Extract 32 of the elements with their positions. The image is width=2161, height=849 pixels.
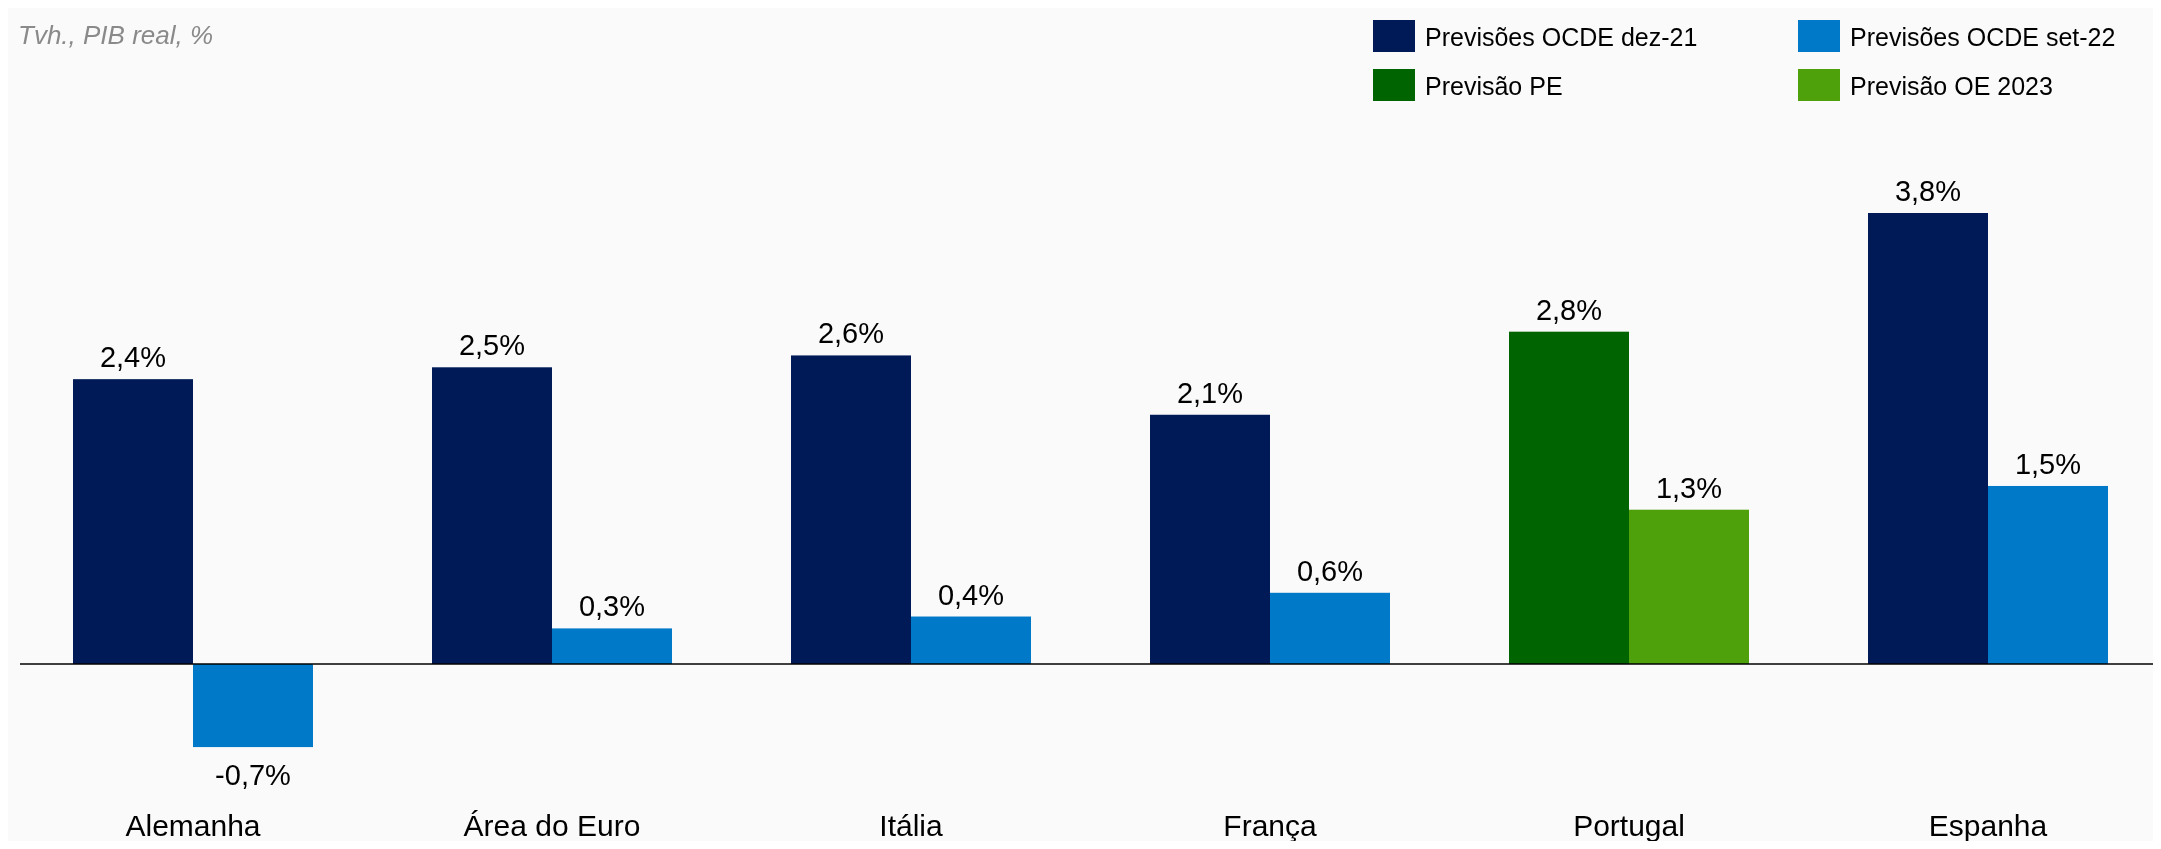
bar	[73, 379, 193, 664]
x-tick-label: Alemanha	[125, 809, 261, 842]
bar	[552, 628, 672, 664]
bar	[1150, 414, 1270, 664]
bar	[1868, 213, 1988, 664]
bar	[432, 367, 552, 664]
bar	[193, 664, 313, 748]
data-label: 2,8%	[1535, 293, 1603, 326]
data-label: 0,6%	[1296, 554, 1364, 587]
data-label: 1,3%	[1655, 471, 1723, 504]
data-label: 3,8%	[1894, 175, 1962, 207]
bar	[1988, 485, 2108, 664]
bar	[1509, 331, 1629, 664]
legend-label: Previsão PE	[1425, 72, 1563, 100]
bar	[791, 355, 911, 664]
data-label: 2,6%	[817, 317, 885, 350]
bar	[1270, 592, 1390, 664]
x-tick-label: Área do Euro	[463, 809, 641, 842]
data-label: 2,4%	[99, 341, 167, 374]
data-label: 1,5%	[2014, 447, 2082, 480]
chart-title: Tvh., PIB real, %	[18, 20, 214, 50]
data-label: 2,1%	[1176, 376, 1244, 409]
bar	[1629, 509, 1749, 664]
legend-label: Previsão OE 2023	[1850, 72, 2053, 100]
data-label: 0,4%	[937, 578, 1005, 611]
data-label: -0,7%	[215, 759, 291, 792]
bar	[911, 616, 1031, 664]
data-label: 0,3%	[578, 590, 646, 623]
legend-label: Previsões OCDE set-22	[1850, 23, 2116, 51]
legend-label: Previsões OCDE dez-21	[1425, 23, 1698, 51]
x-tick-label: Itália	[879, 809, 943, 842]
data-label: 2,5%	[458, 329, 526, 362]
